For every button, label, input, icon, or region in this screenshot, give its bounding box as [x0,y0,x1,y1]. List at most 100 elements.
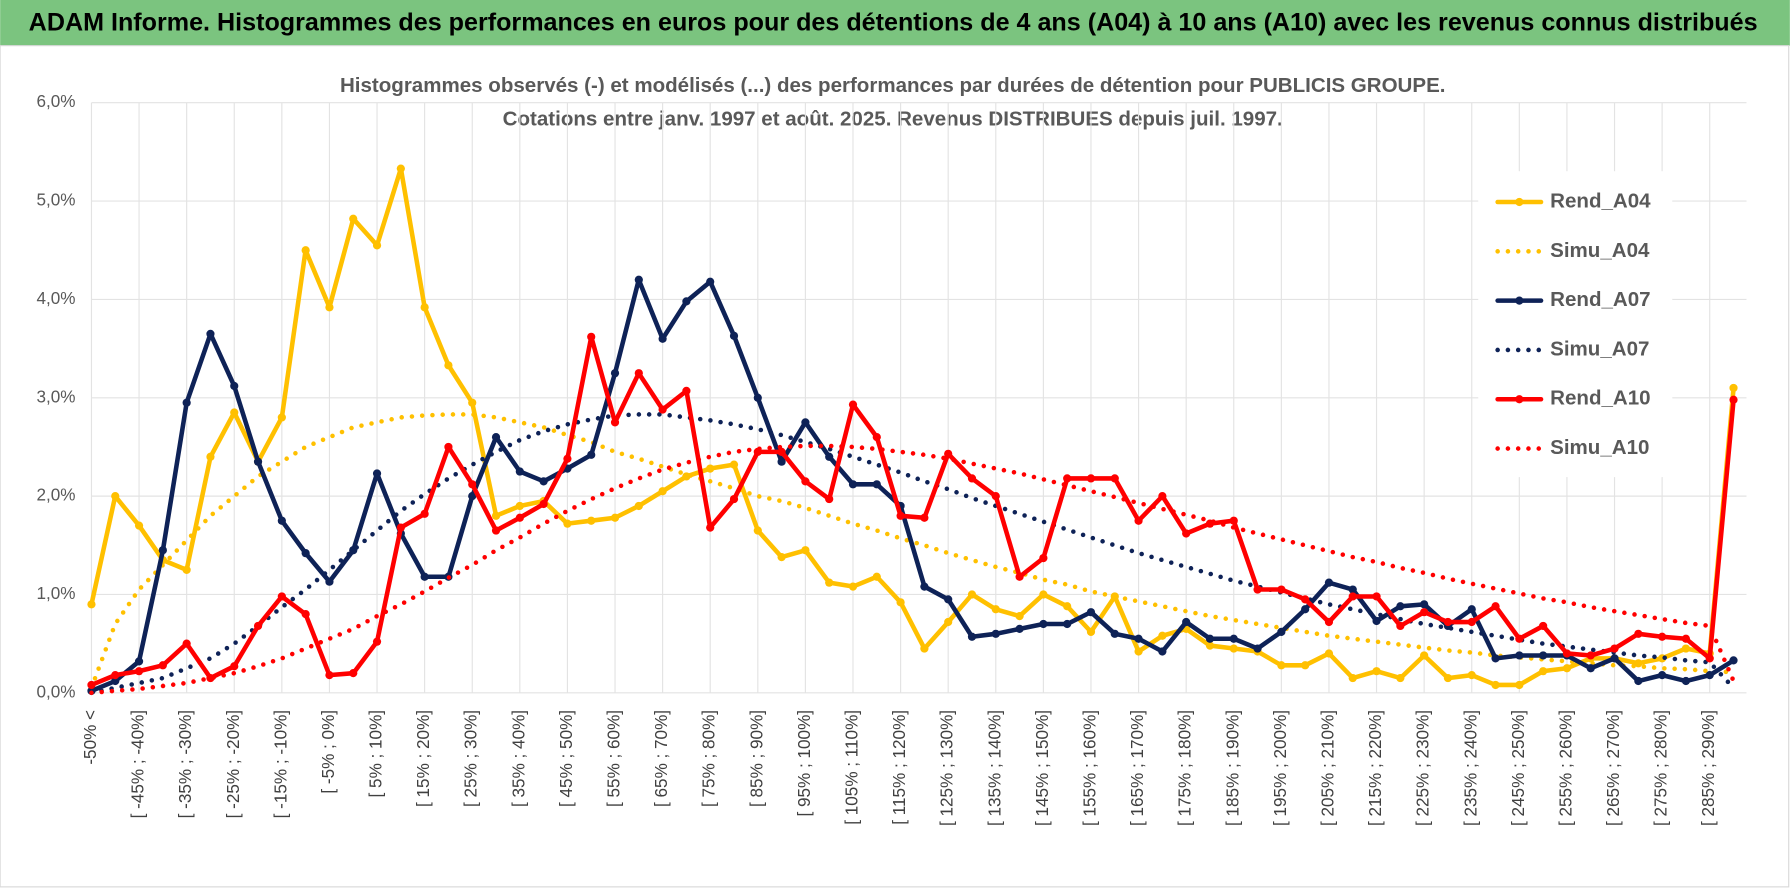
point [1443,617,1453,627]
point [277,413,286,422]
point [1277,585,1286,594]
point [206,329,215,338]
point [682,297,691,306]
point [1705,671,1714,680]
point [801,546,810,555]
point [587,516,596,525]
point [967,474,977,483]
model-line [89,412,1736,696]
point [420,303,429,312]
point [468,492,477,501]
point [634,501,643,511]
point [825,578,834,587]
point [1586,664,1595,673]
point [1562,664,1572,673]
point [777,447,786,456]
point [1491,680,1500,690]
point [325,303,334,312]
y-tick-label: 1,0% [36,584,75,603]
x-tick-label: [ -35% ; -30%] [176,710,195,818]
point [848,480,858,489]
point [753,393,762,402]
legend-label: Simu_A07 [1550,337,1649,360]
point [753,526,762,535]
x-tick-label: [ -5% ; 0%] [319,710,338,794]
point [372,241,382,250]
point [158,546,167,555]
point [158,661,167,670]
x-tick-label: [ -45% ; -40%] [129,710,148,818]
point [1372,667,1381,676]
point [1182,529,1191,538]
legend-label: Simu_A10 [1550,436,1649,459]
point [1467,617,1476,627]
x-axis: -50% < [ -45% ; -40%] [ -35% ; -30%] [ -25%… [81,710,1718,826]
point [1110,629,1119,638]
point [1182,617,1191,627]
point [610,369,620,378]
point [801,477,810,486]
point [1277,661,1286,670]
point [111,671,120,680]
header-bar [0,0,1790,46]
panel-border [0,45,1790,888]
point [230,662,239,671]
point [729,460,739,469]
point [1539,651,1548,660]
point [682,472,691,481]
point [1467,605,1476,614]
point [87,680,96,690]
model-line [89,412,1736,691]
point [1372,592,1381,601]
point [444,442,453,452]
point [1086,627,1096,636]
point [1253,644,1262,653]
point [1324,617,1334,627]
point [1134,634,1143,643]
point [610,418,620,427]
point [420,572,429,581]
point [1015,612,1024,621]
point [206,452,215,461]
point [1539,621,1548,631]
x-tick-label: [ 25% ; 30%] [462,710,481,807]
point [1110,474,1119,483]
x-tick-label: [ 175% ; 180%] [1176,710,1195,826]
point [1134,516,1143,525]
point [134,667,144,676]
x-tick-label: [ 35% ; 40%] [509,710,528,807]
point [515,501,524,511]
x-tick-label: [ 265% ; 270%] [1604,710,1623,826]
point [991,605,1000,614]
legend: Rend_A04 Simu_A04 Rend_A07 Simu_A07 Rend_A10… [1478,171,1673,478]
point [1205,634,1215,643]
chart-subtitle: Histogrammes observés (-) et modélisés (… [340,74,1446,97]
point [1729,383,1738,393]
y-tick-label: 4,0% [36,289,75,308]
point [491,526,501,535]
point [1229,516,1238,525]
x-tick-label: [ 195% ; 200%] [1271,710,1290,826]
point [182,639,191,648]
point [349,669,358,678]
series-line [89,334,1736,688]
point [1420,600,1429,609]
point [182,398,191,407]
x-tick-label: [ 165% ; 170%] [1128,710,1147,826]
x-tick-label: [ 75% ; 80%] [700,710,719,807]
point [825,452,834,461]
point [1086,608,1096,617]
point [1324,649,1334,658]
point [468,480,477,489]
point [729,331,739,340]
point [253,457,263,466]
point [587,450,596,459]
point [777,457,786,466]
legend-label: Rend_A10 [1550,387,1650,410]
legend-box [1478,171,1673,478]
point [1634,659,1643,668]
point [706,523,715,532]
point [1658,671,1667,680]
point [777,552,786,562]
x-tick-label: [ 65% ; 70%] [652,710,671,807]
